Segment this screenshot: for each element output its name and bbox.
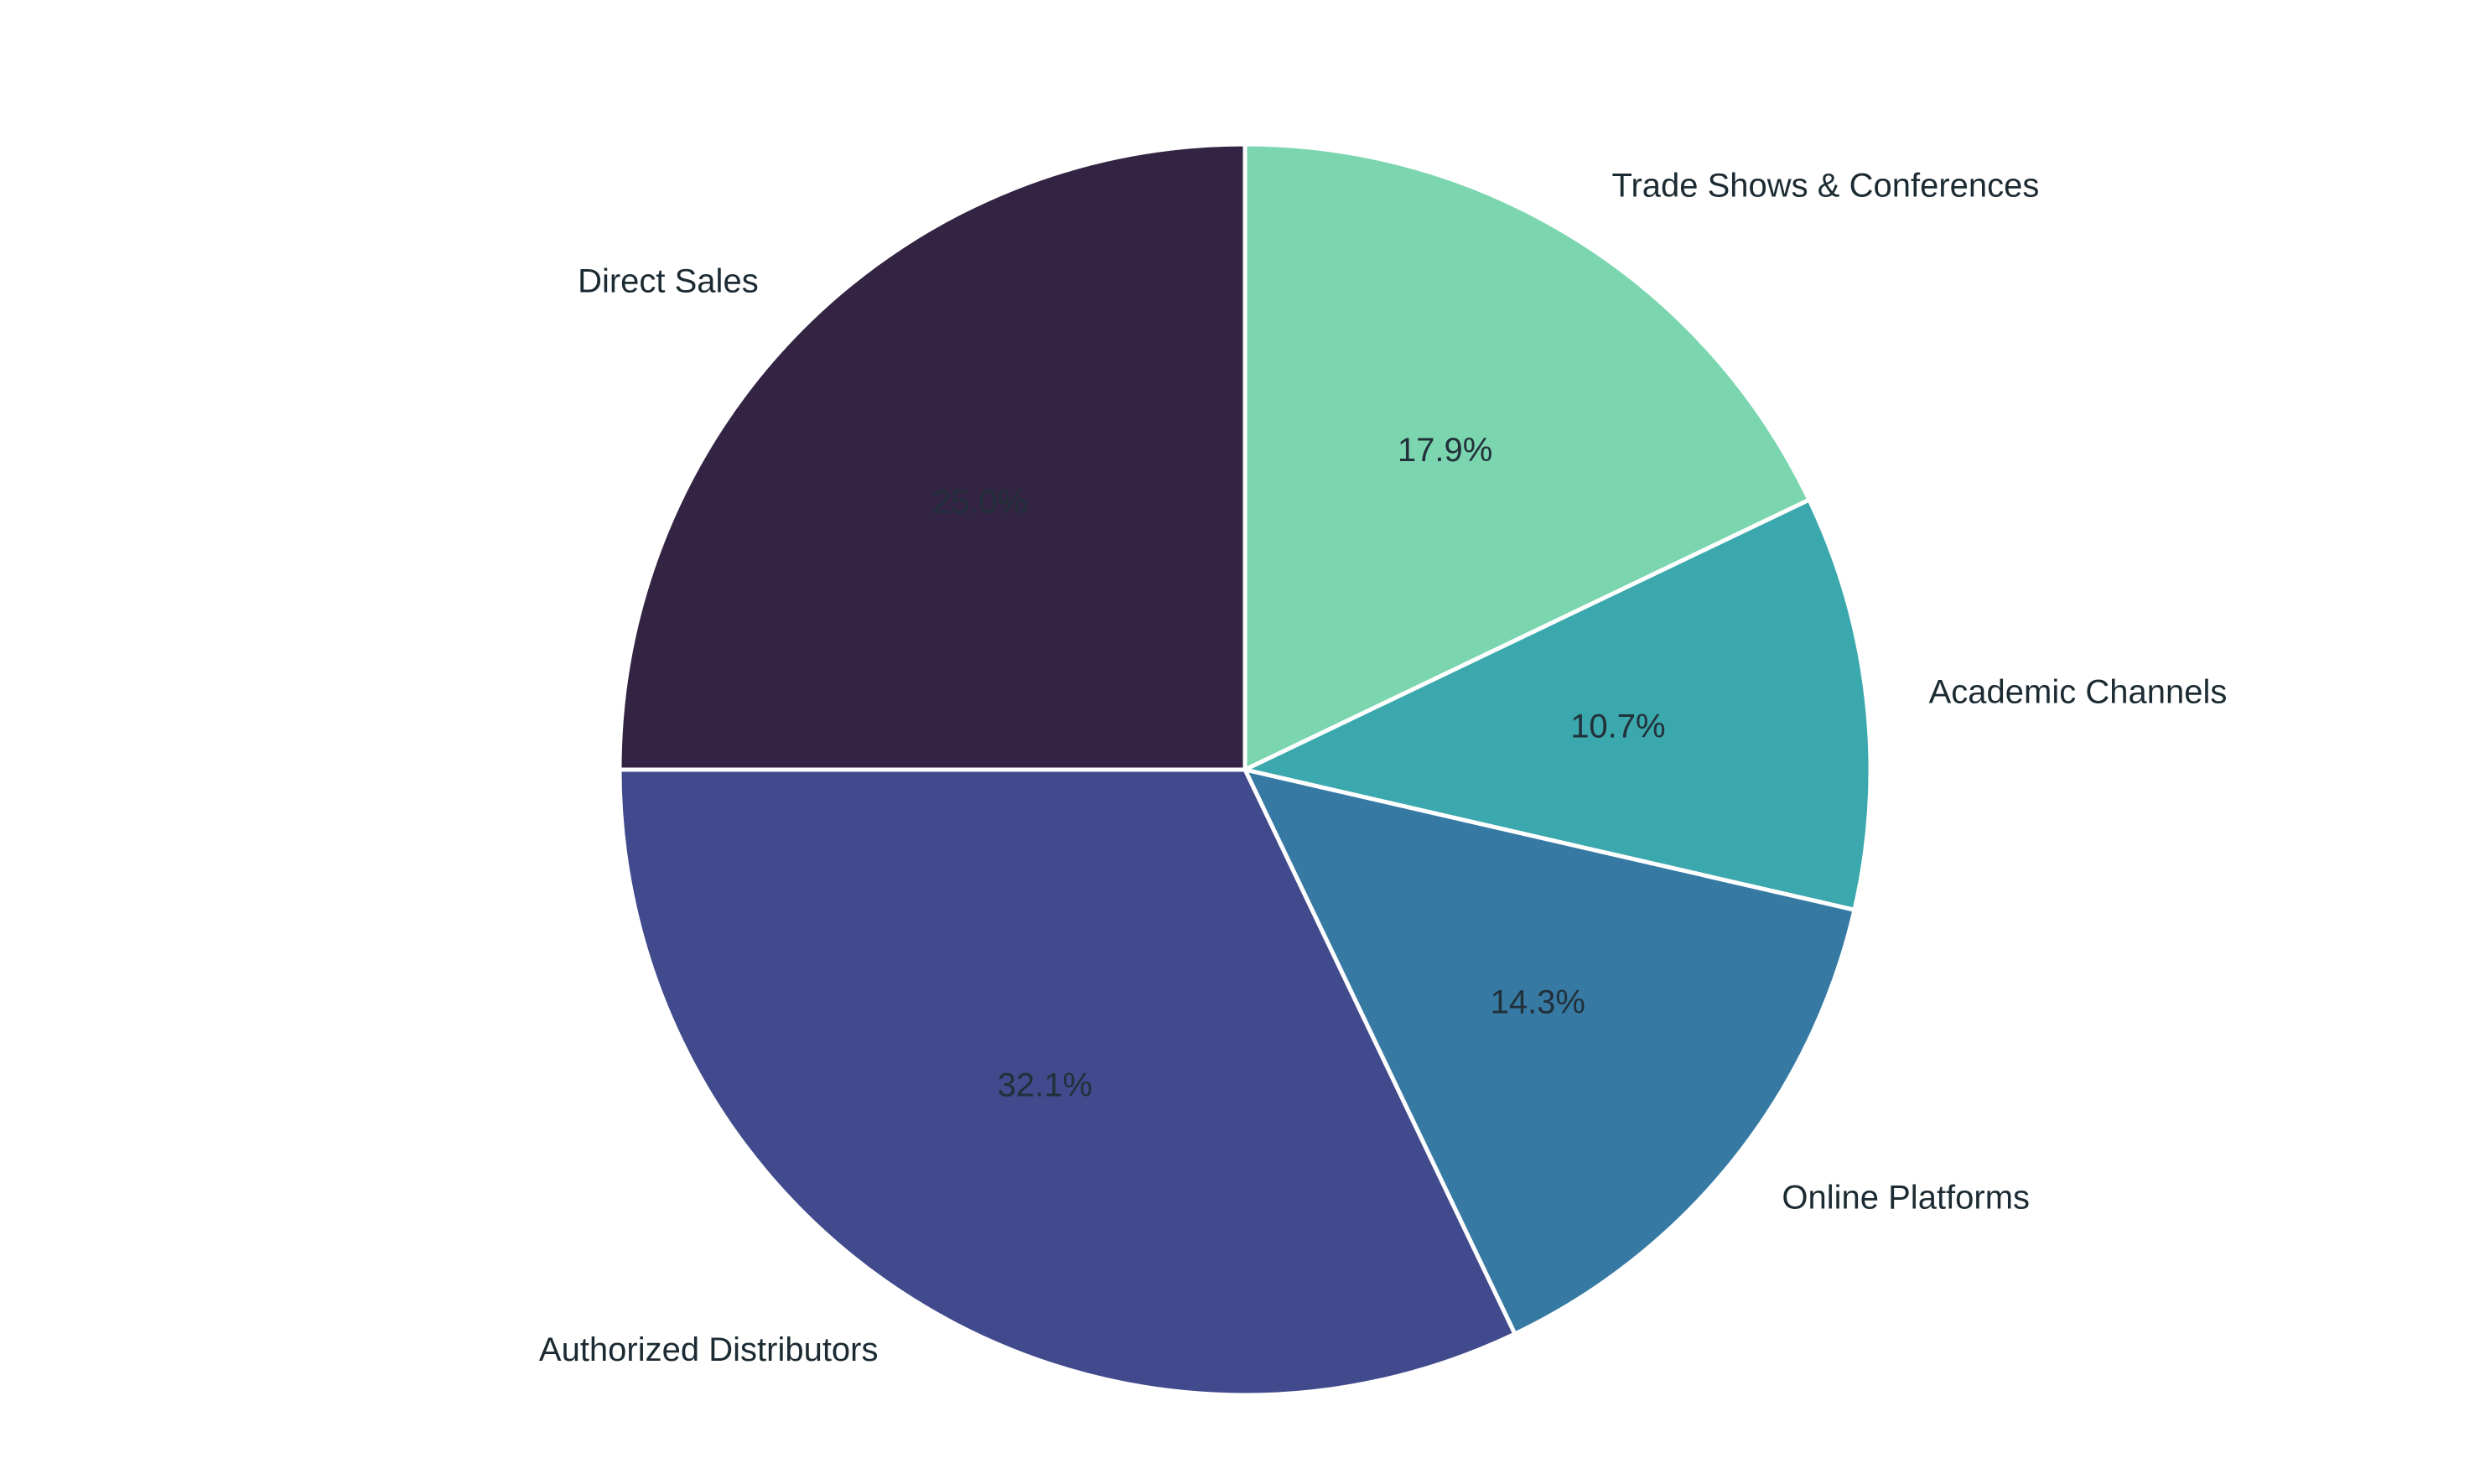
category-label-direct-sales: Direct Sales [578,262,759,299]
percentage-labels: 17.9% 10.7% 14.3% 32.1% 25.0% [932,432,1666,1103]
category-label-authorized-distributors: Authorized Distributors [539,1331,879,1368]
category-label-trade-shows-and-conferences: Trade Shows & Conferences [1612,167,2040,204]
category-label-online-platforms: Online Platforms [1782,1180,2030,1217]
slice-academic-channels [1242,497,1873,912]
category-label-academic-channels: Academic Channels [1929,674,2228,711]
slice-authorized-distributors [617,767,1517,1398]
pct-label-authorized-distributors: 32.1% [998,1066,1092,1103]
pct-label-academic-channels: 10.7% [1570,708,1665,745]
slice-online-platforms [1242,767,1857,1336]
slice-trade-shows-and-conferences [1242,142,1812,772]
category-labels: Trade Shows & Conferences Academic Channe… [539,167,2227,1367]
pct-label-online-platforms: 14.3% [1491,983,1585,1020]
pct-label-direct-sales: 25.0% [932,484,1027,521]
pct-label-trade-shows-and-conferences: 17.9% [1398,432,1492,469]
pie-slices [617,142,1873,1398]
slice-direct-sales [617,142,1248,772]
